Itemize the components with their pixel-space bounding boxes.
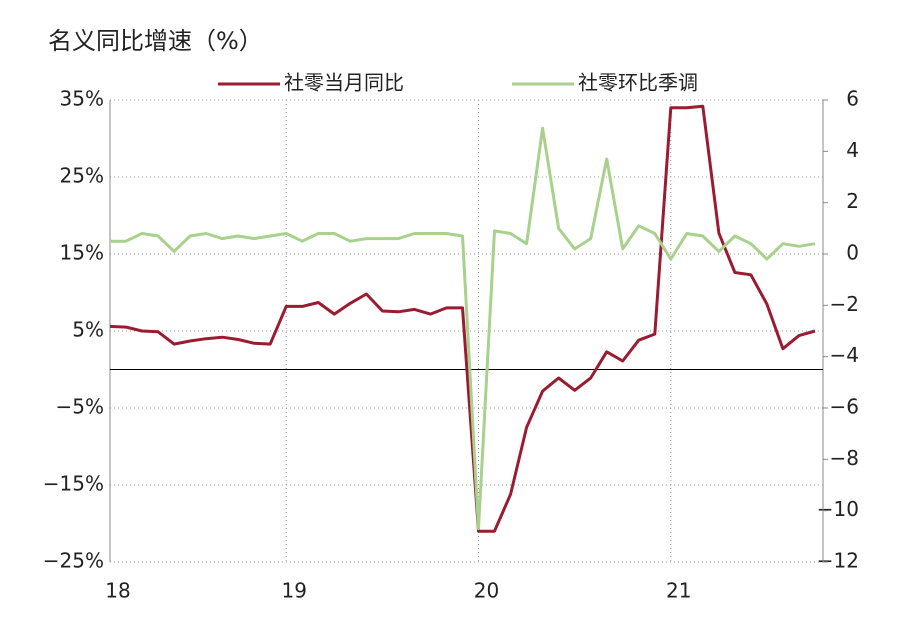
y2-tick-label: −8 [830, 446, 859, 470]
y-tick-label: −5% [56, 395, 105, 419]
series-line [109, 104, 816, 533]
y-tick-label: −15% [43, 472, 104, 496]
series-line [110, 126, 816, 531]
x-tick-label: 20 [474, 579, 499, 603]
x-tick-label: 21 [666, 579, 691, 603]
y-tick-label: 5% [72, 318, 104, 342]
y2-tick-label: −6 [830, 395, 859, 419]
y-tick-label: 25% [60, 164, 104, 188]
legend-label: 社零环比季调 [578, 71, 698, 95]
chart-title: 名义同比增速（%） [48, 27, 263, 55]
y-tick-label: 15% [60, 241, 104, 265]
x-tick-label: 18 [105, 579, 130, 603]
x-tick-label: 19 [282, 579, 307, 603]
y2-tick-label: −10 [817, 497, 859, 521]
y2-tick-label: −4 [830, 343, 859, 367]
y2-tick-label: 0 [846, 241, 859, 265]
y2-tick-label: 2 [846, 189, 859, 213]
y2-tick-label: 6 [846, 87, 859, 111]
legend-label: 社零当月同比 [284, 71, 404, 95]
y2-tick-label: 4 [846, 138, 859, 162]
y2-tick-label: −12 [817, 549, 859, 573]
y2-tick-label: −2 [830, 292, 859, 316]
y-tick-label: −25% [43, 549, 104, 573]
y-tick-label: 35% [60, 87, 104, 111]
